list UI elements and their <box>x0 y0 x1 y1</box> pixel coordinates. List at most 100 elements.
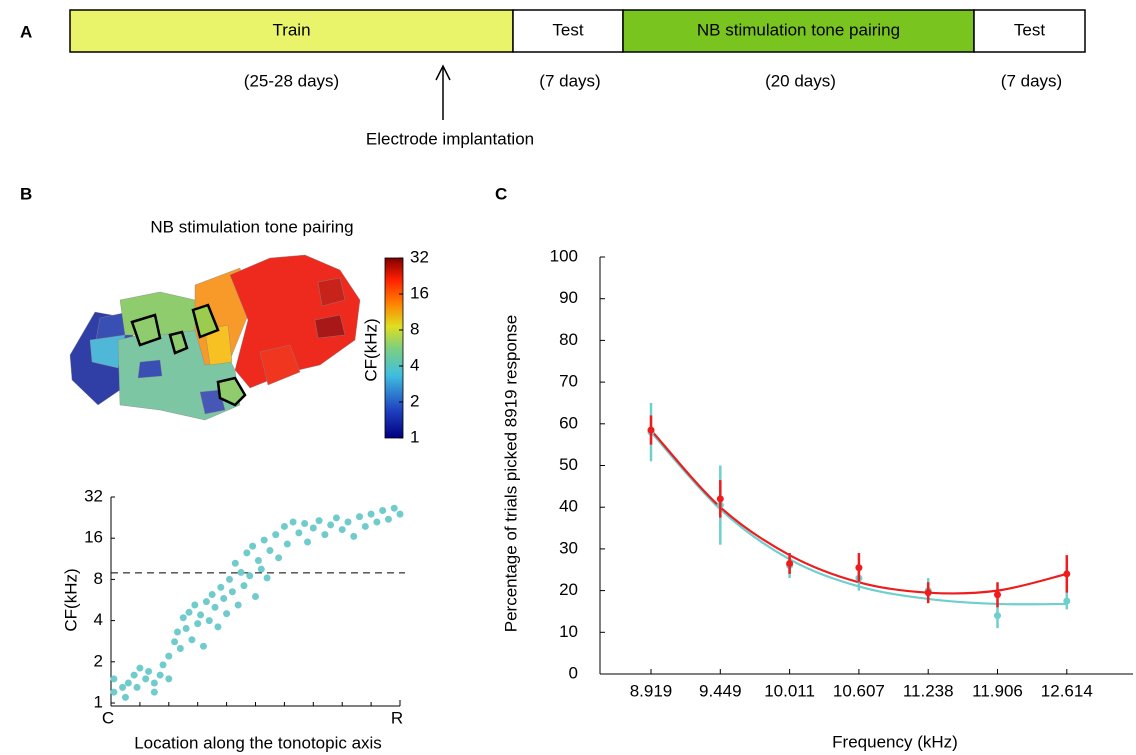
point <box>315 517 323 525</box>
y-axis-label: CF(kHz) <box>61 568 80 631</box>
point <box>309 524 317 532</box>
y-tick-label: 0 <box>569 663 578 682</box>
point <box>373 518 381 526</box>
point <box>156 671 164 679</box>
timeline-segment <box>69 9 514 53</box>
point <box>188 636 196 644</box>
x-tick-label: 9.449 <box>699 681 742 700</box>
point <box>211 603 219 611</box>
y-tick-label: 4 <box>94 610 103 629</box>
timeline-segment <box>622 9 975 53</box>
point <box>225 575 233 583</box>
point <box>220 595 228 603</box>
point <box>159 661 167 669</box>
point <box>205 617 213 625</box>
y-tick-label: 1 <box>94 692 103 711</box>
point <box>266 547 274 555</box>
point <box>223 610 231 618</box>
x-tick-label: 10.011 <box>764 681 815 700</box>
y-tick-label: 20 <box>559 580 578 599</box>
segment-label: Test <box>552 20 583 39</box>
y-tick-label: 10 <box>559 622 578 641</box>
segment-label: Test <box>1014 20 1045 39</box>
point <box>124 679 132 687</box>
point <box>142 675 150 683</box>
point <box>384 515 392 523</box>
segment-label: NB stimulation tone pairing <box>697 20 900 39</box>
x-tick-label: 8.919 <box>630 681 673 700</box>
y-tick-label: 100 <box>550 246 578 265</box>
point <box>199 642 207 650</box>
point <box>356 513 364 521</box>
point <box>165 675 173 683</box>
x-tick-label: R <box>391 708 403 727</box>
point <box>130 671 138 679</box>
x-tick-label: 11.906 <box>972 681 1023 700</box>
point <box>280 522 288 530</box>
point <box>1063 570 1071 578</box>
point <box>367 510 375 518</box>
point <box>275 554 283 562</box>
x-tick-label: 12.614 <box>1041 681 1093 700</box>
point <box>173 628 181 636</box>
point <box>350 532 358 540</box>
duration-label: (25-28 days) <box>244 71 339 90</box>
point <box>231 559 239 567</box>
point <box>208 591 216 599</box>
duration-label: (7 days) <box>539 71 600 90</box>
point <box>252 592 259 600</box>
point <box>396 510 404 518</box>
point <box>289 518 297 526</box>
y-tick-label: 32 <box>84 486 103 505</box>
point <box>260 536 268 544</box>
segment-label: Train <box>272 20 310 39</box>
point <box>240 582 248 590</box>
point <box>994 612 1001 620</box>
point <box>254 556 262 564</box>
point <box>234 601 242 609</box>
point <box>179 614 187 622</box>
point <box>283 540 291 548</box>
annotation: Electrode implantation <box>366 129 534 148</box>
point <box>133 683 141 691</box>
point <box>202 598 210 606</box>
point <box>165 652 173 660</box>
tonotopic-map <box>69 254 361 421</box>
point <box>647 426 655 434</box>
point <box>994 591 1001 599</box>
point <box>194 620 202 628</box>
point <box>327 521 335 529</box>
colorbar-tick-label: 8 <box>410 319 419 338</box>
point <box>257 565 265 573</box>
colorbar-tick-label: 1 <box>410 427 419 446</box>
point <box>855 564 863 572</box>
point <box>110 688 118 696</box>
panel-label: B <box>20 184 32 203</box>
point <box>228 588 236 596</box>
point <box>136 664 144 672</box>
point <box>361 522 369 530</box>
point <box>390 504 398 512</box>
colorbar-tick-label: 32 <box>410 247 429 266</box>
y-tick-label: 8 <box>94 569 103 588</box>
colorbar <box>384 257 404 439</box>
x-tick-label: 10.607 <box>833 681 885 700</box>
point <box>191 601 199 609</box>
point <box>243 549 251 557</box>
point <box>716 495 724 503</box>
y-tick-label: 60 <box>559 413 578 432</box>
point <box>119 683 127 691</box>
y-tick-label: 70 <box>559 372 578 391</box>
point <box>263 574 271 582</box>
point <box>304 538 312 546</box>
point <box>185 608 193 616</box>
point <box>214 623 222 631</box>
point <box>1063 597 1071 605</box>
point <box>786 559 794 567</box>
x-tick-label: 11.238 <box>903 681 954 700</box>
point <box>301 519 309 527</box>
point <box>272 531 280 539</box>
arrow-head <box>435 64 451 81</box>
point <box>924 589 932 597</box>
